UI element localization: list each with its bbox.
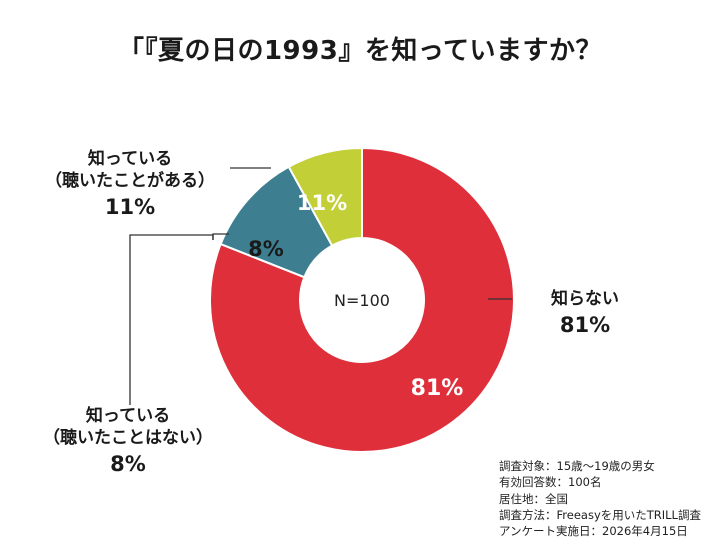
label-notheard-line2: （聴いたことはない）	[43, 428, 213, 449]
leader-line-notheard-bottom	[129, 234, 214, 405]
slice-value-unknown: 81%	[411, 376, 464, 401]
slice-unknown	[209, 146, 515, 453]
slice-notheard	[287, 146, 363, 248]
label-notheard-line1: 知っている	[85, 406, 171, 426]
note-residence: 居住地：全国	[499, 491, 568, 506]
label-heard-percent: 11%	[104, 195, 156, 220]
note-target: 調査対象：15歳〜19歳の男女	[499, 459, 655, 473]
note-responses: 有効回答数：100名	[499, 475, 602, 490]
label-heard-line2: （聴いたことがある）	[45, 171, 215, 192]
label-unknown-percent: 81%	[559, 313, 611, 338]
note-date: アンケート実施日：2026年4月15日	[499, 524, 688, 539]
label-heard-line1: 知っている	[87, 149, 173, 169]
slice-value-heard: 11%	[297, 191, 347, 215]
leader-lines	[129, 167, 512, 405]
center-label: N=100	[334, 291, 390, 310]
label-heard: 知っている （聴いたことがある） 11%	[30, 148, 230, 221]
survey-notes: 調査対象：15歳〜19歳の男女 有効回答数：100名 居住地：全国 調査方法：F…	[499, 458, 701, 539]
note-method: 調査方法：Freeasyを用いたTRILL調査	[499, 507, 701, 522]
slice-value-notheard: 8%	[248, 237, 284, 261]
label-unknown: 知らない 81%	[540, 288, 630, 339]
label-notheard: 知っている （聴いたことはない） 8%	[28, 405, 228, 478]
chart-title: 「『夏の日の1993』を知っていますか？	[117, 36, 603, 66]
label-notheard-percent: 8%	[110, 452, 146, 477]
label-unknown-text: 知らない	[551, 289, 619, 309]
donut-slices	[209, 146, 515, 453]
